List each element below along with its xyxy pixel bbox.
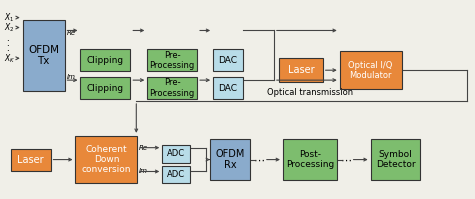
Text: ADC: ADC (167, 170, 185, 179)
Text: Im: Im (66, 74, 76, 80)
FancyBboxPatch shape (210, 139, 250, 180)
Text: Clipping: Clipping (87, 56, 124, 65)
Text: DAC: DAC (218, 56, 238, 65)
FancyBboxPatch shape (279, 58, 323, 82)
FancyBboxPatch shape (147, 77, 197, 99)
Text: $\cdots$: $\cdots$ (340, 155, 352, 165)
FancyBboxPatch shape (147, 49, 197, 71)
FancyBboxPatch shape (340, 51, 401, 89)
FancyBboxPatch shape (213, 49, 243, 71)
Text: $\cdots$: $\cdots$ (253, 155, 265, 165)
Text: Im: Im (139, 169, 148, 175)
Text: Re: Re (139, 145, 148, 151)
FancyBboxPatch shape (283, 139, 337, 180)
Text: Re: Re (66, 30, 76, 36)
Text: Laser: Laser (287, 65, 314, 75)
FancyBboxPatch shape (80, 49, 130, 71)
Text: Optical I/Q
Modulator: Optical I/Q Modulator (349, 60, 393, 80)
Text: ADC: ADC (167, 149, 185, 158)
FancyBboxPatch shape (162, 145, 190, 163)
Text: Coherent
Down
conversion: Coherent Down conversion (82, 145, 131, 175)
Text: Optical transmission: Optical transmission (267, 88, 353, 97)
Text: Pre-
Processing: Pre- Processing (150, 51, 195, 70)
Text: OFDM
Tx: OFDM Tx (28, 45, 59, 66)
FancyBboxPatch shape (23, 20, 65, 91)
Text: DAC: DAC (218, 84, 238, 93)
FancyBboxPatch shape (162, 166, 190, 183)
Text: $\cdot$: $\cdot$ (6, 39, 10, 48)
Text: OFDM
Rx: OFDM Rx (215, 149, 245, 170)
FancyBboxPatch shape (370, 139, 420, 180)
Text: Laser: Laser (17, 155, 44, 165)
Text: $\cdot$: $\cdot$ (6, 34, 10, 43)
Text: $X_K$: $X_K$ (4, 52, 15, 64)
Text: $X_2$: $X_2$ (4, 21, 14, 34)
FancyBboxPatch shape (80, 77, 130, 99)
FancyBboxPatch shape (76, 136, 137, 183)
Text: Pre-
Processing: Pre- Processing (150, 78, 195, 98)
Text: $X_1$: $X_1$ (4, 11, 14, 24)
FancyBboxPatch shape (10, 149, 50, 171)
Text: Symbol
Detector: Symbol Detector (376, 150, 415, 169)
Text: Clipping: Clipping (87, 84, 124, 93)
Text: $\cdot$: $\cdot$ (6, 44, 10, 53)
Text: Post-
Processing: Post- Processing (285, 150, 334, 169)
FancyBboxPatch shape (213, 77, 243, 99)
